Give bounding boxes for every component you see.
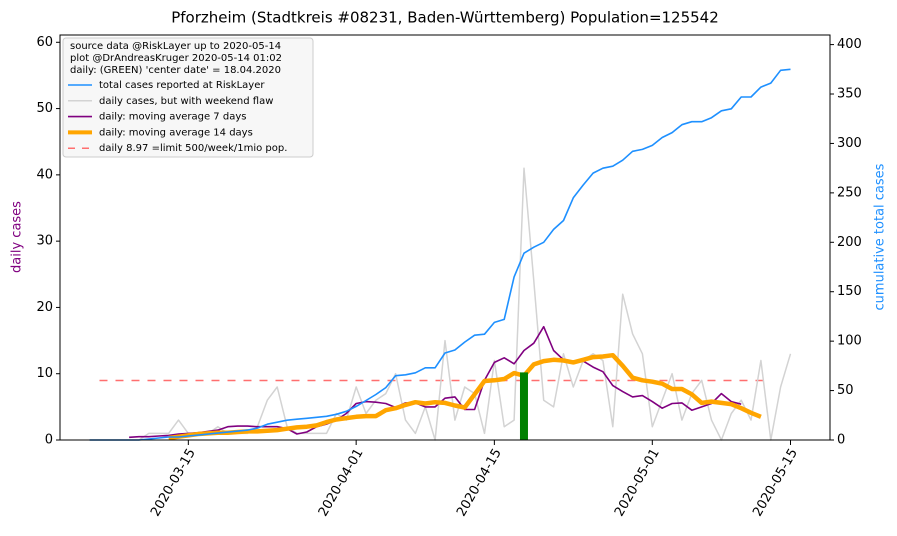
y2-tick-label: 250	[837, 185, 862, 200]
x-tick-label: 2020-03-15	[148, 446, 199, 519]
legend-header: plot @DrAndreasKruger 2020-05-14 01:02	[70, 53, 282, 64]
legend-label: daily: moving average 7 days	[99, 112, 246, 123]
plot-frame	[59, 34, 831, 441]
y2-tick-label: 350	[837, 87, 862, 102]
y-tick-label: 40	[36, 167, 53, 182]
y-tick-label: 30	[36, 234, 53, 249]
legend: source data @RiskLayer up to 2020-05-14p…	[62, 37, 314, 158]
y-tick-label: 60	[36, 35, 53, 50]
y-tick-label: 0	[45, 433, 53, 448]
series-line	[89, 68, 791, 441]
x-tick-label: 2020-04-01	[316, 446, 367, 519]
y-axis-label: daily cases	[10, 201, 25, 273]
y2-tick-label: 100	[837, 334, 862, 349]
legend-header: source data @RiskLayer up to 2020-05-14	[70, 41, 281, 52]
legend-header: daily: (GREEN) 'center date' = 18.04.202…	[70, 65, 281, 76]
legend-label: total cases reported at RiskLayer	[99, 80, 265, 91]
y2-tick-label: 200	[837, 235, 862, 250]
legend-label: daily: moving average 14 days	[99, 127, 253, 138]
y2-tick-label: 50	[837, 383, 854, 398]
chart-title: Pforzheim (Stadtkreis #08231, Baden-Würt…	[171, 9, 719, 27]
legend-label: daily cases, but with weekend flaw	[99, 96, 273, 107]
y2-axis-label: cumulative total cases	[873, 163, 888, 310]
series-line	[168, 352, 762, 441]
y2-tick-label: 0	[837, 433, 845, 448]
series-line	[89, 167, 792, 441]
y2-tick-label: 300	[837, 136, 862, 151]
y2-tick-label: 400	[837, 37, 862, 52]
y-tick-label: 50	[36, 101, 53, 116]
center-date-bar	[519, 372, 528, 440]
y-tick-label: 10	[36, 366, 53, 381]
x-tick-label: 2020-05-15	[750, 446, 801, 519]
legend-box	[62, 37, 314, 158]
y-tick-label: 20	[36, 300, 53, 315]
x-tick-label: 2020-05-01	[612, 446, 663, 519]
legend-label: daily 8.97 =limit 500/week/1mio pop.	[99, 143, 287, 154]
series-line	[129, 325, 742, 439]
x-tick-label: 2020-04-15	[454, 446, 505, 519]
y2-tick-label: 150	[837, 284, 862, 299]
